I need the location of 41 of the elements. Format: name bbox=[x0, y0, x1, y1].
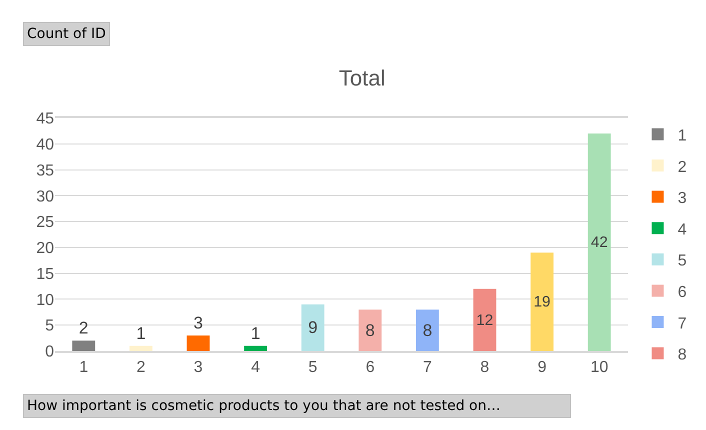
x-tick-label: 8 bbox=[480, 358, 490, 376]
y-tick-label: 0 bbox=[45, 344, 54, 361]
data-label: 1 bbox=[250, 324, 260, 343]
data-label: 3 bbox=[194, 313, 203, 332]
y-tick-label: 40 bbox=[36, 136, 54, 154]
legend-label: 2 bbox=[678, 158, 687, 176]
x-tick-label: 3 bbox=[194, 358, 203, 376]
y-tick-label: 35 bbox=[36, 162, 54, 180]
data-label: 2 bbox=[78, 318, 88, 338]
chart-title: Total bbox=[338, 66, 386, 91]
y-tick-label: 20 bbox=[36, 240, 54, 258]
data-label: 8 bbox=[365, 320, 375, 340]
legend-label: 6 bbox=[678, 284, 687, 301]
x-tick-label: 10 bbox=[590, 358, 608, 376]
x-tick-label: 1 bbox=[79, 358, 88, 376]
y-tick-label: 15 bbox=[36, 266, 54, 283]
y-tick-label: 25 bbox=[36, 214, 54, 232]
legend-label: 5 bbox=[678, 252, 687, 270]
x-tick-label: 4 bbox=[251, 358, 260, 376]
data-label: 42 bbox=[590, 234, 608, 252]
y-tick-label: 5 bbox=[45, 318, 54, 335]
data-label: 9 bbox=[308, 318, 318, 338]
data-label: 1 bbox=[136, 324, 146, 343]
x-tick-label: 6 bbox=[366, 358, 375, 376]
x-tick-label: 5 bbox=[308, 358, 318, 376]
y-tick-label: 10 bbox=[36, 292, 54, 309]
text: How important is cosmetic products to you that are not tested on… bbox=[27, 398, 500, 414]
y-tick-label: 30 bbox=[36, 188, 54, 206]
legend-label: 8 bbox=[678, 346, 687, 364]
data-label: 8 bbox=[422, 320, 432, 340]
y-tick-label: 45 bbox=[36, 110, 54, 128]
text: Count of ID bbox=[27, 26, 106, 42]
legend-label: 3 bbox=[678, 190, 687, 208]
legend-label: 7 bbox=[678, 315, 687, 332]
x-tick-label: 9 bbox=[538, 358, 547, 376]
legend-label: 4 bbox=[678, 221, 687, 238]
data-label: 19 bbox=[534, 294, 551, 311]
x-tick-label: 2 bbox=[136, 358, 146, 376]
data-label: 12 bbox=[476, 312, 494, 329]
x-tick-label: 7 bbox=[422, 358, 432, 376]
legend-label: 1 bbox=[678, 127, 687, 144]
